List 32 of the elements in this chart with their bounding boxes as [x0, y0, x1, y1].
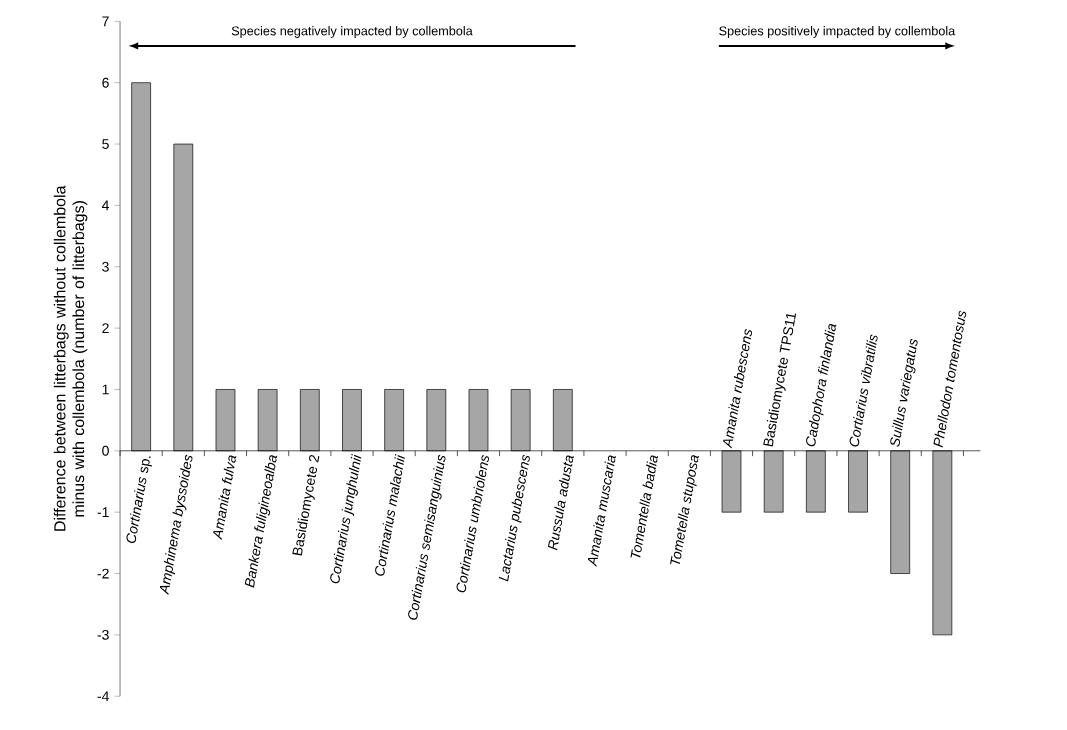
y-tick-label: -3: [97, 630, 109, 641]
y-tick-label: -2: [97, 568, 109, 579]
x-tick-label: Lactarius pubescens: [498, 455, 530, 582]
y-tick-label: -1: [97, 507, 109, 518]
x-tick-label: Suillus variegatus: [890, 339, 918, 448]
x-tick-label: Cortinarius sp.: [126, 456, 152, 544]
y-tick-label: 1: [102, 384, 109, 395]
annotation: Species negatively impacted by collembola: [231, 26, 473, 39]
x-tick-label: Phellodon tomentosus: [933, 310, 967, 448]
x-tick-label: Russula adusta: [547, 455, 574, 551]
x-tick-label: Bankera fuligineoalba: [244, 455, 278, 588]
annotation: Species positively impacted by collembola: [719, 26, 956, 39]
x-tick-label: Amanita rubescens: [723, 329, 753, 449]
y-tick-label: 3: [102, 262, 109, 272]
x-tick-label: Amanita fulva: [213, 455, 237, 541]
y-axis-title: Difference between litterbags without collembola minus with collembola (number of litterbags): [53, 185, 88, 532]
x-tick-label: Amanita muscaria: [587, 455, 616, 567]
x-tick-label: Tometella stuposa: [670, 455, 699, 565]
x-tick-label: Cortiarius vibratilis: [849, 334, 878, 447]
x-tick-label: Cadophora finlandia: [806, 324, 837, 447]
x-tick-label: Amphinema byssoides: [159, 455, 193, 596]
x-tick-label: Cortinarius umbriolens: [456, 455, 489, 593]
y-tick-label: -4: [97, 691, 109, 702]
y-tick-label: 7: [102, 16, 109, 27]
x-tick-label: Tomentella badia: [630, 455, 659, 558]
y-tick-label: 2: [102, 323, 109, 334]
x-tick-label: Cortinarius malachii: [375, 454, 405, 577]
x-tick-label: Cortinarius junghulnii: [330, 453, 362, 584]
y-tick-label: 4: [101, 200, 109, 211]
y-tick-label: 0: [102, 446, 109, 456]
y-tick-label: 6: [102, 77, 109, 88]
y-tick-label: 5: [102, 139, 109, 150]
